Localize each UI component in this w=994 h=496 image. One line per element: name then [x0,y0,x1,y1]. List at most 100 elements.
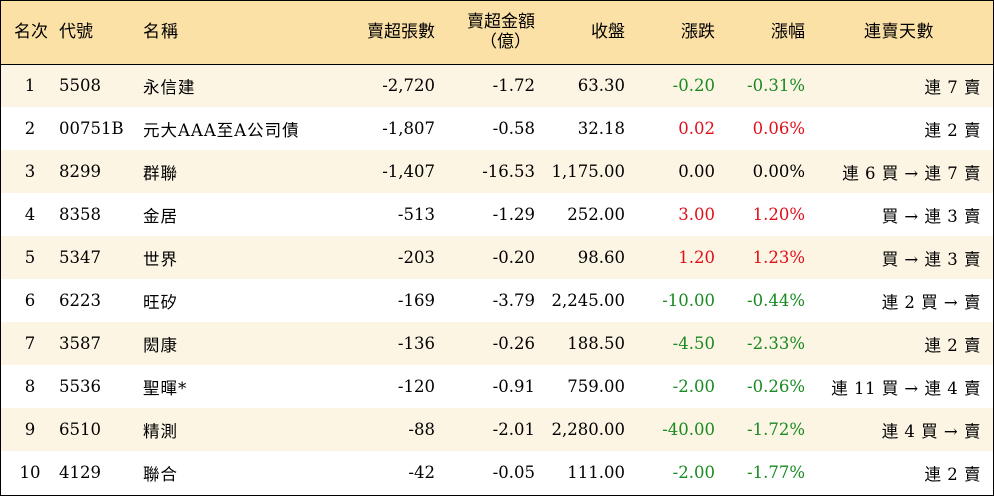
cell-sell-lots: -136 [397,334,435,353]
cell-change-pct: -2.33% [747,334,805,353]
table-row: 3 8299 群聯 -1,407 -16.53 1,175.00 0.00 0.… [1,150,993,193]
cell-code: 4129 [59,463,101,482]
cell-sell-lots: -88 [408,420,435,439]
cell-sell-amount: -0.58 [492,119,535,138]
cell-rank: 7 [24,334,36,353]
cell-close: 252.00 [567,205,625,224]
table-row: 9 6510 精測 -88 -2.01 2,280.00 -40.00 -1.7… [1,408,993,451]
cell-sell-amount: -0.91 [492,377,535,396]
cell-sell-lots: -2,720 [382,76,435,96]
cell-change-pct: -1.72% [747,420,805,439]
cell-sell-lots: -203 [397,248,435,267]
cell-change-pct: -0.26% [747,377,805,396]
cell-sell-lots: -513 [397,205,435,224]
cell-rank: 4 [24,205,36,224]
cell-sell-amount: -0.20 [492,248,535,267]
cell-streak: 連 2 賣 [924,120,981,140]
cell-change-pct: 0.00% [752,162,805,181]
cell-name: 聯合 [143,464,178,484]
table-row: 1 5508 永信建 -2,720 -1.72 63.30 -0.20 -0.3… [1,64,993,107]
cell-streak: 連 2 賣 [924,335,981,355]
header-name: 名稱 [143,1,325,65]
cell-streak: 連 6 買 → 連 7 賣 [842,163,981,183]
cell-sell-amount: -1.72 [492,76,535,96]
cell-change: 3.00 [678,205,715,224]
cell-name: 精測 [143,421,178,441]
cell-streak: 連 7 賣 [924,77,981,97]
cell-streak: 連 2 賣 [924,464,981,484]
cell-change: -40.00 [662,420,715,439]
cell-code: 5347 [59,248,101,267]
cell-sell-lots: -120 [397,377,435,396]
table-row: 6 6223 旺矽 -169 -3.79 2,245.00 -10.00 -0.… [1,279,993,322]
cell-name: 金居 [143,206,178,226]
cell-code: 00751B [59,119,124,138]
cell-change: -10.00 [662,291,715,310]
cell-change: 1.20 [678,248,715,267]
cell-rank: 5 [24,248,36,267]
cell-rank: 1 [24,76,36,96]
cell-change-pct: 1.20% [752,205,805,224]
cell-code: 5536 [59,377,101,396]
cell-close: 188.50 [567,334,625,353]
header-change: 漲跌 [625,1,715,65]
cell-close: 98.60 [577,248,625,267]
cell-code: 5508 [59,76,101,96]
cell-rank: 6 [24,291,36,310]
table-body: 1 5508 永信建 -2,720 -1.72 63.30 -0.20 -0.3… [1,64,993,494]
cell-rank: 3 [24,162,36,181]
header-close: 收盤 [535,1,625,65]
cell-code: 6510 [59,420,101,439]
cell-sell-amount: -16.53 [482,162,535,181]
cell-close: 32.18 [577,119,625,138]
cell-streak: 連 4 買 → 賣 [881,421,981,441]
cell-name: 世界 [143,249,178,269]
cell-sell-lots: -42 [408,463,435,482]
table-row: 4 8358 金居 -513 -1.29 252.00 3.00 1.20% 買… [1,193,993,236]
cell-name: 聖暉* [143,378,188,398]
cell-code: 8358 [59,205,101,224]
cell-sell-amount: -0.05 [492,463,535,482]
cell-code: 8299 [59,162,101,181]
cell-streak: 連 2 買 → 賣 [881,292,981,312]
cell-close: 759.00 [567,377,625,396]
header-sell-amount: 賣超金額 （億） [435,1,535,65]
cell-streak: 連 11 買 → 連 4 賣 [831,378,981,398]
cell-name: 元大AAA至A公司債 [143,120,300,140]
cell-code: 6223 [59,291,101,310]
cell-close: 63.30 [577,76,625,96]
header-change-pct: 漲幅 [715,1,805,65]
cell-name: 群聯 [143,163,178,183]
table-header-row: 名次 代號 名稱 賣超張數 賣超金額 （億） 收盤 漲跌 漲幅 連賣天數 [1,1,993,65]
table-row: 8 5536 聖暉* -120 -0.91 759.00 -2.00 -0.26… [1,365,993,408]
cell-change: -4.50 [672,334,715,353]
cell-sell-lots: -1,407 [382,162,435,181]
cell-change: 0.02 [678,119,715,138]
cell-change: -2.00 [672,377,715,396]
cell-name: 永信建 [143,77,196,97]
table-row: 5 5347 世界 -203 -0.20 98.60 1.20 1.23% 買 … [1,236,993,279]
cell-streak: 買 → 連 3 賣 [881,249,981,269]
cell-change-pct: -0.31% [747,76,805,96]
table-row: 2 00751B 元大AAA至A公司債 -1,807 -0.58 32.18 0… [1,107,993,150]
cell-change-pct: 1.23% [752,248,805,267]
cell-rank: 9 [24,420,36,439]
cell-close: 111.00 [567,463,625,482]
cell-sell-amount: -1.29 [492,205,535,224]
cell-change-pct: -1.77% [747,463,805,482]
cell-name: 旺矽 [143,292,178,312]
table-row: 7 3587 閎康 -136 -0.26 188.50 -4.50 -2.33%… [1,322,993,365]
cell-sell-amount: -2.01 [492,420,535,439]
cell-change-pct: -0.44% [747,291,805,310]
cell-change: -2.00 [672,463,715,482]
cell-code: 3587 [59,334,101,353]
header-sell-amount-line2: （億） [480,32,531,53]
cell-sell-lots: -1,807 [382,119,435,138]
cell-rank: 2 [24,119,36,138]
cell-rank: 8 [24,377,36,396]
header-streak: 連賣天數 [805,1,993,65]
header-code: 代號 [59,1,143,65]
cell-name: 閎康 [143,335,178,355]
